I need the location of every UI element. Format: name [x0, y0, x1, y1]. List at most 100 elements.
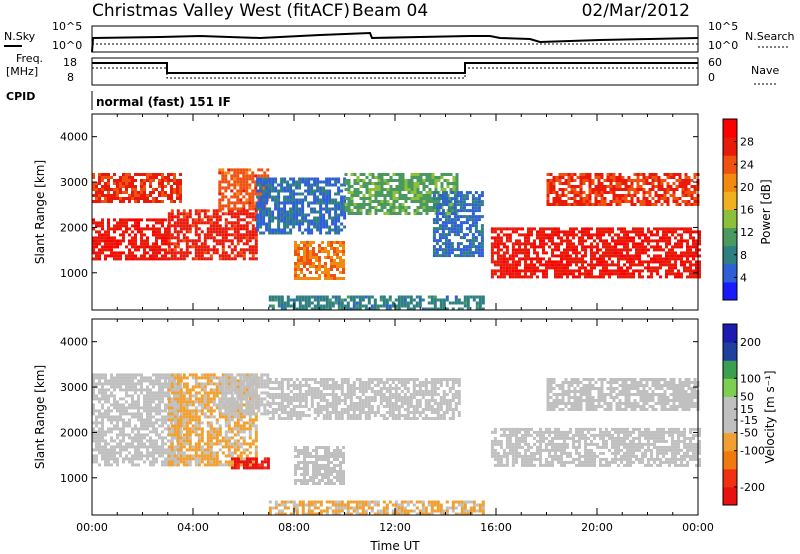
data-cell — [641, 248, 644, 252]
data-cell — [143, 409, 146, 413]
data-cell — [579, 203, 583, 206]
data-cell — [149, 430, 152, 434]
data-cell — [227, 168, 231, 172]
data-cell — [146, 197, 149, 200]
data-cell — [286, 180, 290, 184]
data-cell — [116, 433, 119, 437]
data-cell — [611, 263, 614, 267]
data-cell — [524, 275, 527, 279]
data-cell — [686, 254, 689, 258]
data-cell — [549, 188, 553, 191]
data-cell — [242, 189, 246, 193]
data-cell — [164, 373, 167, 377]
data-cell — [221, 230, 225, 234]
data-cell — [98, 257, 101, 261]
data-cell — [116, 421, 119, 425]
data-cell — [444, 191, 448, 195]
data-cell — [641, 239, 644, 243]
data-cell — [389, 176, 393, 179]
data-cell — [200, 257, 204, 261]
data-cell — [370, 304, 374, 308]
colorbar-swatch — [723, 209, 737, 229]
data-cell — [362, 182, 366, 185]
data-cell — [548, 263, 551, 267]
data-cell — [298, 307, 302, 311]
data-cell — [245, 192, 249, 196]
data-cell — [645, 197, 649, 200]
data-cell — [128, 227, 131, 231]
data-cell — [312, 250, 315, 253]
data-cell — [125, 391, 128, 395]
data-cell — [125, 433, 128, 437]
data-cell — [289, 198, 293, 202]
data-cell — [428, 188, 432, 191]
data-cell — [161, 179, 164, 182]
data-cell — [579, 173, 583, 176]
data-cell — [173, 373, 176, 377]
data-cell — [674, 245, 677, 249]
data-cell — [152, 424, 155, 428]
data-cell — [203, 376, 207, 380]
data-cell — [596, 242, 599, 246]
data-cell — [289, 216, 293, 220]
data-cell — [432, 227, 436, 231]
data-cell — [188, 409, 192, 413]
data-cell — [615, 194, 619, 197]
data-cell — [152, 460, 155, 464]
data-cell — [218, 433, 222, 437]
data-cell — [683, 269, 686, 273]
data-cell — [134, 388, 137, 392]
data-cell — [194, 394, 198, 398]
data-cell — [297, 259, 300, 262]
data-cell — [313, 201, 317, 205]
data-cell — [626, 245, 629, 249]
data-cell — [656, 248, 659, 252]
data-cell — [140, 245, 143, 249]
data-cell — [158, 227, 161, 231]
data-cell — [271, 228, 275, 232]
data-cell — [560, 254, 563, 258]
data-cell — [438, 245, 442, 249]
data-cell — [371, 176, 375, 179]
data-cell — [456, 200, 460, 204]
data-cell — [206, 445, 210, 449]
data-cell — [415, 304, 419, 308]
data-cell — [445, 295, 449, 299]
data-cell — [665, 269, 668, 273]
data-cell — [140, 439, 143, 443]
data-cell — [245, 183, 249, 187]
data-cell — [134, 239, 137, 243]
data-cell — [319, 219, 323, 223]
data-cell — [539, 230, 542, 234]
data-cell — [416, 194, 420, 197]
data-cell — [636, 179, 640, 182]
data-cell — [346, 295, 350, 299]
data-cell — [218, 186, 222, 190]
data-cell — [686, 248, 689, 252]
data-cell — [325, 301, 329, 305]
data-cell — [449, 182, 453, 185]
data-cell — [524, 257, 527, 261]
data-cell — [361, 304, 365, 308]
data-cell — [456, 248, 460, 252]
data-cell — [113, 257, 116, 261]
data-cell — [468, 230, 472, 234]
data-cell — [306, 250, 309, 253]
data-cell — [648, 182, 652, 185]
data-cell — [404, 200, 408, 203]
data-cell — [533, 227, 536, 231]
data-cell — [660, 179, 664, 182]
data-cell — [379, 295, 383, 299]
data-cell — [463, 301, 467, 305]
data-cell — [128, 239, 131, 243]
data-cell — [542, 272, 545, 276]
data-cell — [131, 385, 134, 389]
data-cell — [301, 222, 305, 226]
data-cell — [113, 397, 116, 401]
data-cell — [481, 298, 485, 302]
data-cell — [343, 307, 347, 311]
data-cell — [380, 182, 384, 185]
data-cell — [131, 397, 134, 401]
data-cell — [194, 382, 198, 386]
